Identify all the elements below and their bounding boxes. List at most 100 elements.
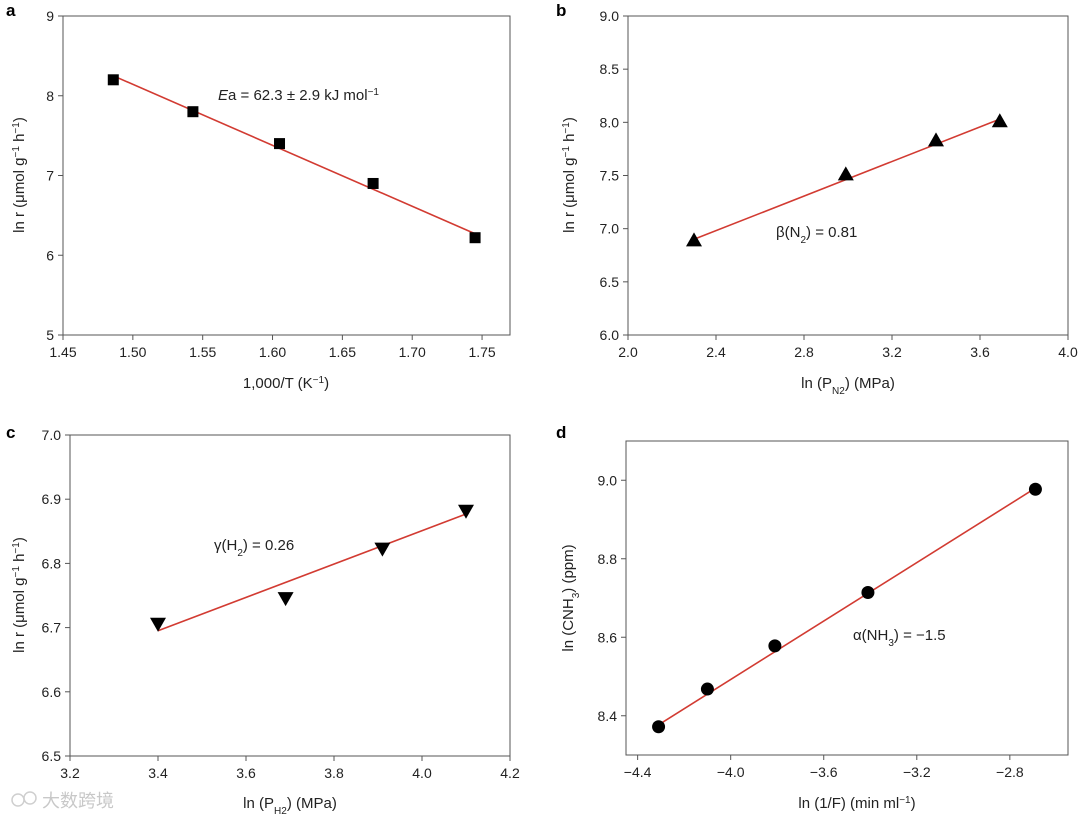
data-point-c xyxy=(374,542,391,557)
x-tick-label-a: 1.65 xyxy=(329,344,356,360)
y-tick-label-b: 6.5 xyxy=(600,274,620,290)
data-point-c xyxy=(150,617,166,632)
watermark-icon xyxy=(11,793,25,807)
x-tick-label-b: 2.8 xyxy=(794,344,814,360)
x-tick-label-d: −4.0 xyxy=(717,764,745,780)
annotation-a: Ea = 62.3 ± 2.9 kJ mol−1 xyxy=(218,87,379,105)
points-b xyxy=(686,113,1008,247)
y-tick-label-d: 8.8 xyxy=(598,551,618,567)
annotation-b: β(N2) = 0.81 xyxy=(776,224,857,246)
x-tick-label-d: −2.8 xyxy=(996,764,1024,780)
data-point-c xyxy=(277,592,294,607)
x-tick-label-c: 3.2 xyxy=(60,765,80,781)
y-tick-label-c: 6.5 xyxy=(42,748,62,764)
points-a xyxy=(107,74,481,244)
y-tick-label-b: 6.0 xyxy=(600,327,620,343)
y-tick-label-a: 5 xyxy=(46,327,54,343)
fit-line-c xyxy=(157,513,467,632)
data-point-d xyxy=(861,586,875,600)
x-axis-label-b: ln (PN2) (MPa) xyxy=(801,375,895,397)
panel-letter-d: d xyxy=(556,423,566,442)
chart-panel-d: −4.4 −4.0 −3.6 −3.2 −2.8 8.4 8.6 8.8 9.0 ln (1/F… xyxy=(560,440,1069,813)
x-tick-label-a: 1.55 xyxy=(189,344,216,360)
x-tick-label-c: 3.8 xyxy=(324,765,344,781)
x-axis-label-a: 1,000/T (K−1) xyxy=(243,375,329,393)
points-d xyxy=(652,482,1042,734)
data-point-b xyxy=(928,132,944,147)
data-point-d xyxy=(1028,482,1042,496)
y-tick-label-c: 6.7 xyxy=(42,620,62,636)
x-tick-label-b: 2.0 xyxy=(618,344,638,360)
x-tick-label-c: 4.2 xyxy=(500,765,520,781)
data-point-d xyxy=(700,682,714,696)
y-tick-label-b: 8.0 xyxy=(600,114,620,130)
y-tick-label-d: 8.6 xyxy=(598,629,618,645)
x-tick-label-a: 1.75 xyxy=(468,344,495,360)
fit-line-d xyxy=(658,487,1036,726)
data-point-a xyxy=(107,74,119,86)
y-axis-label-c: ln r (μmol g−1 h−1) xyxy=(11,537,29,653)
data-point-a xyxy=(274,138,286,150)
chart-panel-c: 3.2 3.4 3.6 3.8 4.0 4.2 6.5 6.6 6.7 6.8 6.9 7.0 ln … xyxy=(11,427,520,817)
data-point-a xyxy=(469,232,481,244)
x-tick-label-a: 1.70 xyxy=(399,344,426,360)
x-tick-label-c: 3.6 xyxy=(236,765,256,781)
x-tick-label-d: −3.6 xyxy=(810,764,838,780)
plot-frame-d xyxy=(625,440,1069,756)
plot-frame-a xyxy=(62,15,511,336)
panel-letter-c: c xyxy=(6,423,15,442)
data-point-b xyxy=(837,166,854,181)
x-tick-label-a: 1.45 xyxy=(49,344,76,360)
y-tick-label-a: 9 xyxy=(46,8,54,24)
panel-letter-b: b xyxy=(556,1,566,20)
y-axis-label-b: ln r (μmol g−1 h−1) xyxy=(561,117,579,233)
y-tick-label-b: 7.0 xyxy=(600,221,620,237)
x-tick-label-a: 1.60 xyxy=(259,344,286,360)
x-tick-label-b: 4.0 xyxy=(1058,344,1078,360)
ticks-a: 1.45 1.50 1.55 1.60 1.65 1.70 1.75 5 6 7 8 9 xyxy=(46,8,496,360)
plot-frame-c xyxy=(69,434,511,757)
y-tick-label-c: 7.0 xyxy=(42,427,62,443)
annotation-d: α(NH3) = −1.5 xyxy=(853,627,946,649)
y-tick-label-a: 7 xyxy=(46,168,54,184)
ticks-c: 3.2 3.4 3.6 3.8 4.0 4.2 6.5 6.6 6.7 6.8 6.9 7.0 xyxy=(42,427,520,781)
watermark-icon-2 xyxy=(23,791,37,805)
data-point-a xyxy=(367,177,379,189)
y-tick-label-b: 7.5 xyxy=(600,168,620,184)
fit-line-a xyxy=(112,75,476,235)
ticks-d: −4.4 −4.0 −3.6 −3.2 −2.8 8.4 8.6 8.8 9.0 xyxy=(598,472,1024,780)
x-tick-label-b: 3.6 xyxy=(970,344,990,360)
y-axis-label-d: ln (CNH3) (ppm) xyxy=(560,544,582,651)
x-tick-label-b: 2.4 xyxy=(706,344,726,360)
data-point-b xyxy=(991,113,1008,128)
y-axis-label-a: ln r (μmol g−1 h−1) xyxy=(11,117,29,233)
y-tick-label-b: 8.5 xyxy=(600,61,620,77)
y-tick-label-c: 6.8 xyxy=(42,555,62,571)
y-tick-label-b: 9.0 xyxy=(600,8,620,24)
chart-panel-a: 1.45 1.50 1.55 1.60 1.65 1.70 1.75 5 6 7 8 9 1,000/… xyxy=(11,8,511,392)
y-tick-label-d: 9.0 xyxy=(598,472,618,488)
x-axis-label-c: ln (PH2) (MPa) xyxy=(243,795,337,817)
annotation-c: γ(H2) = 0.26 xyxy=(214,537,294,559)
ticks-b: 2.0 2.4 2.8 3.2 3.6 4.0 6.0 6.5 7.0 7.5 8.0 8.5 9.0 xyxy=(600,8,1078,360)
y-tick-label-a: 6 xyxy=(46,247,54,263)
x-tick-label-d: −3.2 xyxy=(903,764,931,780)
x-tick-label-c: 4.0 xyxy=(412,765,432,781)
y-tick-label-c: 6.9 xyxy=(42,491,62,507)
x-tick-label-c: 3.4 xyxy=(148,765,168,781)
data-point-a xyxy=(187,106,199,118)
watermark: 大数跨境 xyxy=(11,791,114,812)
x-tick-label-d: −4.4 xyxy=(624,764,652,780)
y-tick-label-a: 8 xyxy=(46,88,54,104)
panel-letter-a: a xyxy=(6,1,16,20)
data-point-d xyxy=(652,720,666,734)
data-point-c xyxy=(458,504,474,519)
y-tick-label-d: 8.4 xyxy=(598,708,618,724)
data-point-b xyxy=(686,232,702,247)
x-tick-label-b: 3.2 xyxy=(882,344,902,360)
y-tick-label-c: 6.6 xyxy=(42,684,62,700)
data-point-d xyxy=(768,639,782,653)
points-c xyxy=(150,504,474,632)
x-axis-label-d: ln (1/F) (min ml−1) xyxy=(798,795,915,813)
